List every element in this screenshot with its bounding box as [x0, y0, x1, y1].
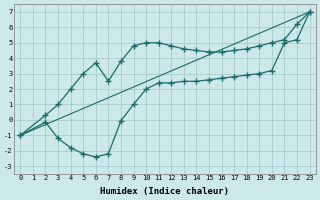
X-axis label: Humidex (Indice chaleur): Humidex (Indice chaleur) [100, 187, 229, 196]
